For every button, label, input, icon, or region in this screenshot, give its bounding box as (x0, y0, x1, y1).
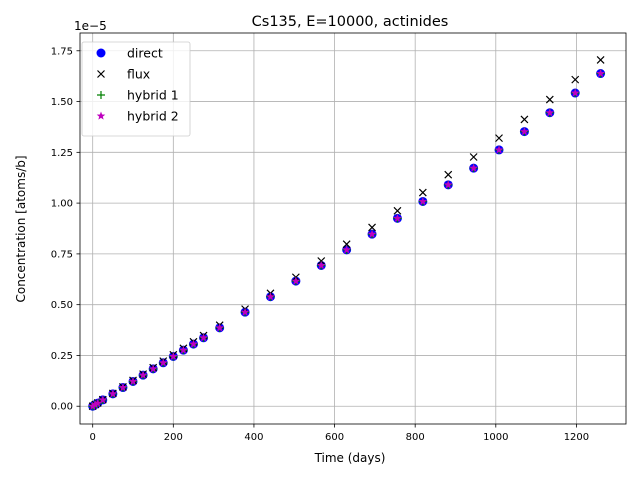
data-point (199, 333, 208, 342)
legend-label: hybrid 2 (127, 109, 179, 124)
data-point (118, 383, 128, 392)
data-point (520, 127, 529, 136)
data-point (393, 206, 402, 215)
x-tick-label: 600 (325, 432, 344, 443)
y-tick-label: 1.75 (51, 46, 73, 57)
data-point (138, 370, 148, 379)
data-point (291, 276, 301, 285)
data-point (469, 163, 478, 172)
data-point (444, 170, 453, 179)
data-point (215, 323, 224, 332)
data-point (169, 351, 178, 361)
data-point (240, 307, 250, 316)
legend-marker (96, 111, 106, 120)
data-point (596, 69, 605, 78)
legend-label: hybrid 1 (127, 88, 179, 103)
data-point (148, 364, 158, 373)
data-point (342, 240, 351, 249)
data-point (469, 153, 478, 161)
legend-marker (96, 48, 106, 58)
x-tick-label: 0 (90, 432, 96, 443)
y-tick-label: 0.25 (51, 351, 73, 362)
data-point (98, 395, 108, 404)
data-point (266, 292, 275, 301)
legend-entry: flux (97, 67, 150, 82)
data-point (393, 213, 402, 222)
ticks: 0 200 400 600 800 1000 1200 0.00 0.25 0.50 0.75 1.0… (51, 46, 589, 443)
legend-marker (97, 91, 105, 99)
data-point (570, 88, 580, 97)
data-point (418, 188, 427, 197)
data-point (571, 75, 580, 84)
data-point (108, 389, 118, 398)
data-point (342, 245, 351, 254)
data-point (545, 108, 555, 117)
data-point (495, 134, 503, 143)
x-axis-label: Time (days) (314, 451, 386, 465)
legend-box (81, 41, 191, 137)
data-point (418, 196, 428, 206)
data-point (158, 358, 168, 367)
data-point (90, 400, 100, 409)
x-tick-label: 400 (244, 432, 263, 443)
data-point (596, 55, 605, 64)
data-point (443, 180, 453, 189)
data-point (494, 145, 504, 154)
data-point (128, 376, 138, 386)
y-tick-label: 0.00 (51, 402, 73, 413)
data-point (316, 260, 326, 270)
y-tick-label: 0.75 (51, 249, 73, 260)
data-point (545, 95, 554, 104)
data-point (367, 229, 377, 238)
data-point (93, 398, 103, 407)
y-tick-label: 1.00 (51, 199, 73, 210)
legend-marker (97, 70, 105, 78)
legend-entry: hybrid 2 (96, 109, 179, 124)
data-point (189, 339, 198, 348)
data-point (179, 345, 188, 354)
chart-title: Cs135, E=10000, actinides (252, 14, 449, 30)
data-point (88, 401, 97, 410)
legend-label: flux (127, 67, 150, 82)
legend-label: direct (127, 46, 163, 61)
data-point (520, 115, 529, 124)
series-hybrid-2 (88, 69, 605, 410)
y-tick-label: 1.25 (51, 148, 73, 159)
y-axis-offset-text: 1e−5 (74, 19, 107, 33)
x-tick-label: 800 (406, 432, 425, 443)
legend: direct flux hybrid 1 hybrid 2 (81, 41, 191, 137)
y-tick-label: 0.50 (51, 300, 73, 311)
y-axis-label: Concentration [atoms/b] (14, 155, 28, 302)
plot-frame (79, 32, 627, 425)
legend-entry: direct (96, 46, 163, 61)
x-tick-label: 200 (164, 432, 183, 443)
legend-entry: hybrid 1 (97, 88, 179, 103)
data-point (368, 223, 376, 232)
data-points (88, 55, 606, 411)
x-tick-label: 1000 (483, 432, 508, 443)
y-tick-label: 1.50 (51, 97, 73, 108)
x-tick-label: 1200 (564, 432, 589, 443)
